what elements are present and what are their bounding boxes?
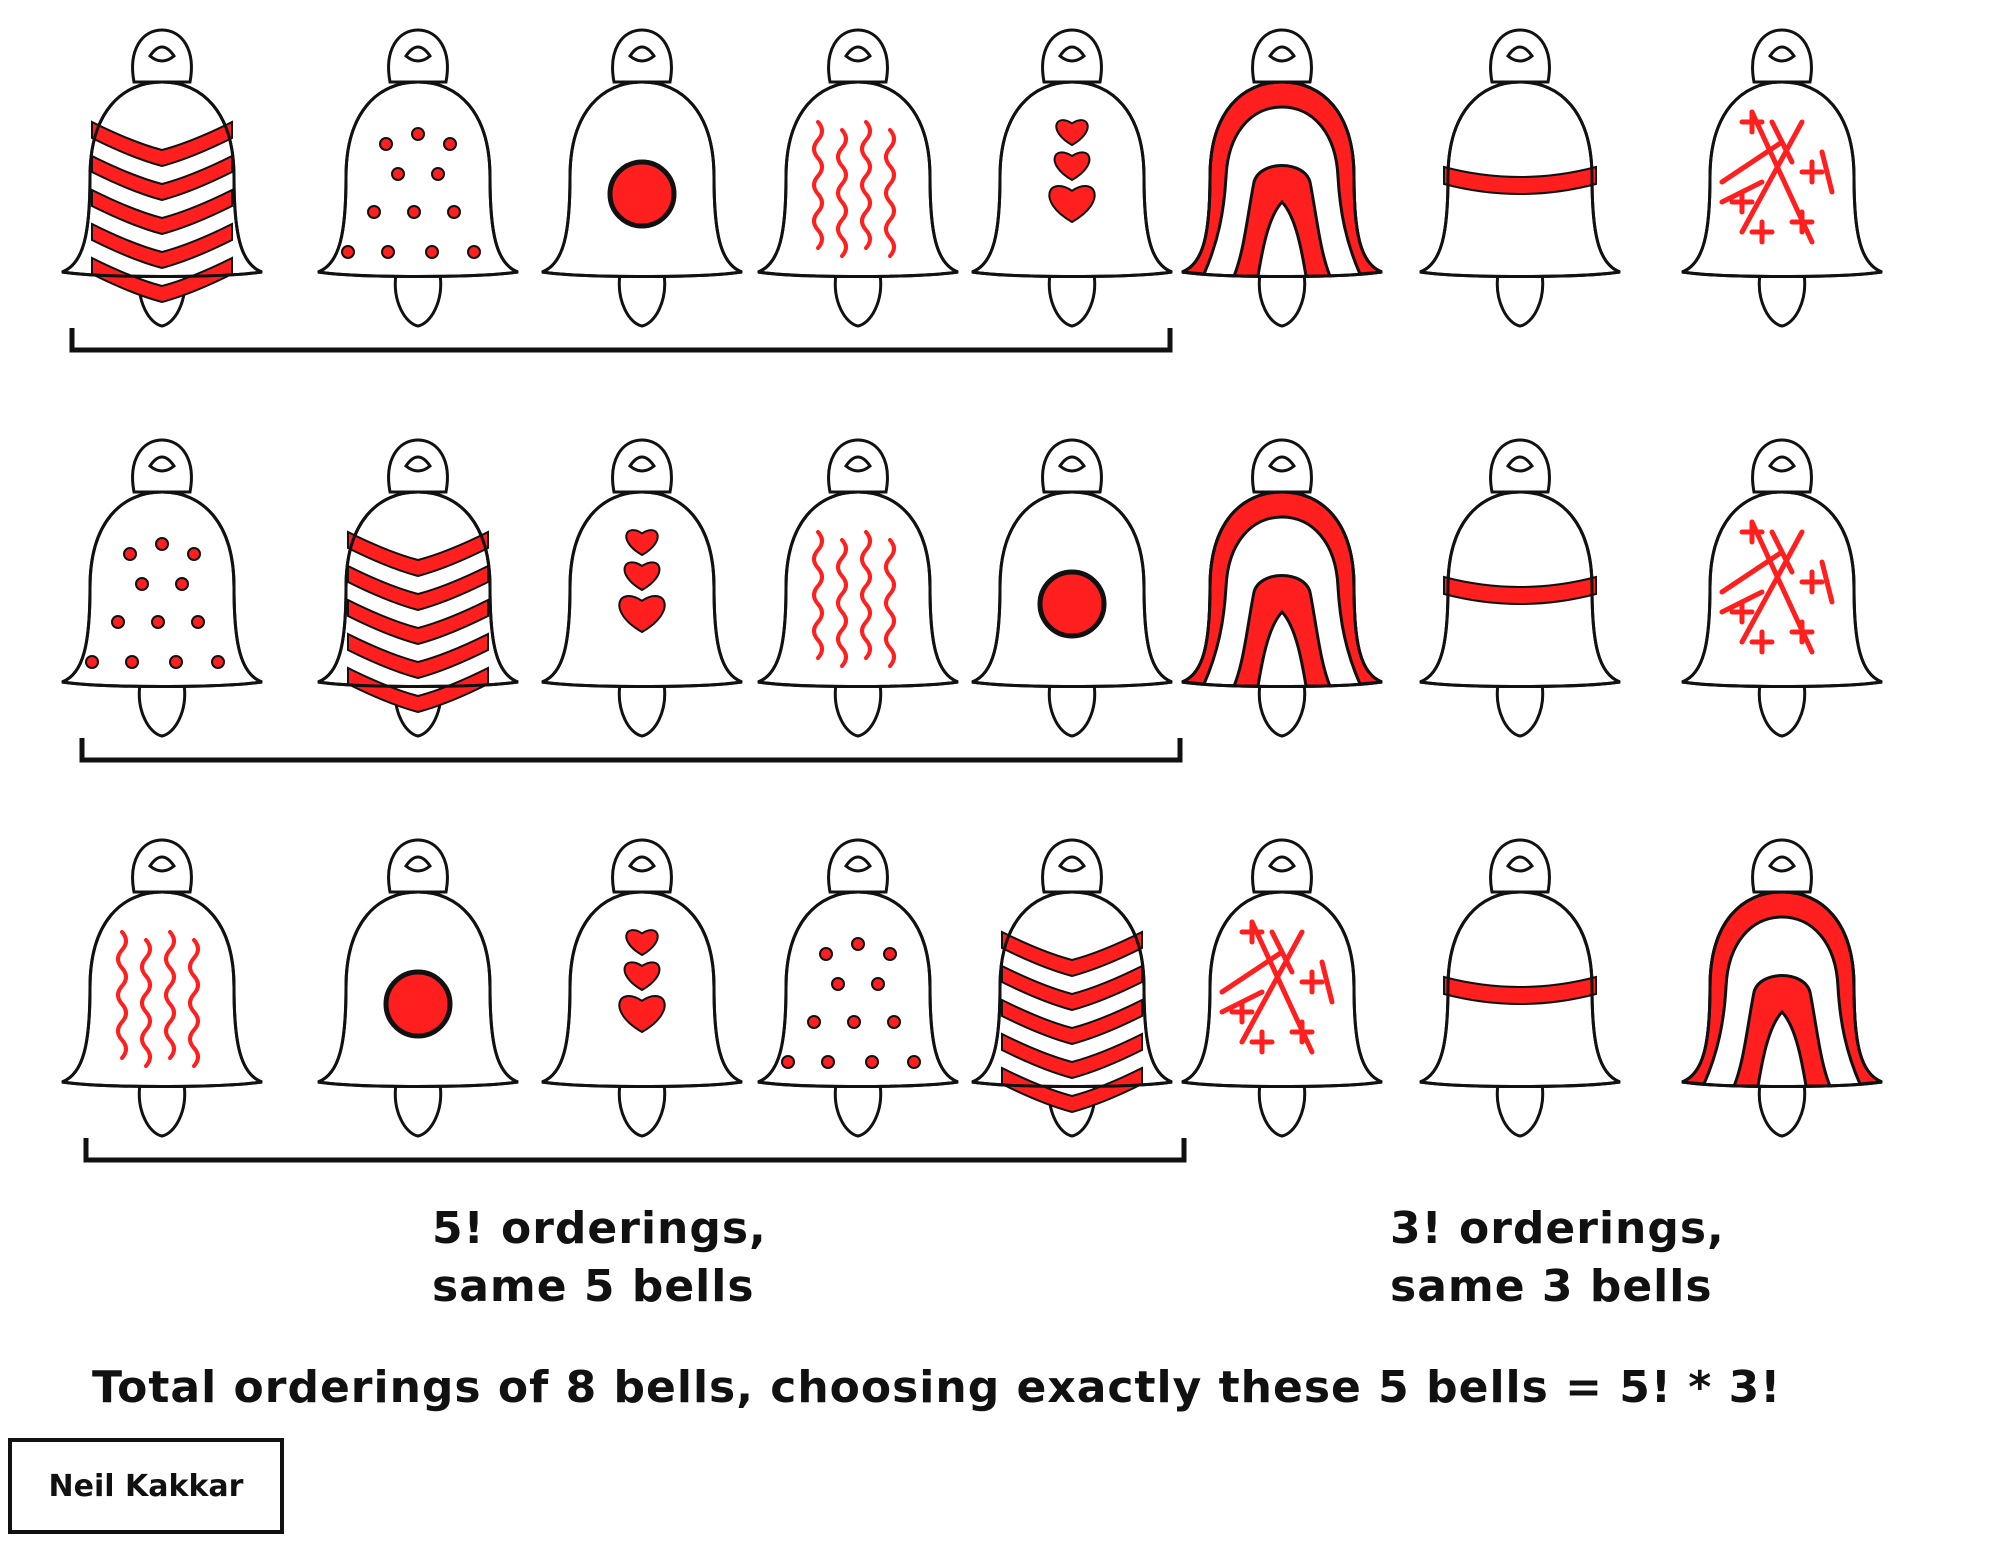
bell-chevron-icon — [317, 438, 519, 738]
author-signature-box: Neil Kakkar — [8, 1438, 284, 1534]
bell-circle-icon — [541, 28, 743, 328]
bell-band-icon — [1419, 838, 1621, 1138]
bell-arch-icon — [1181, 28, 1383, 328]
bell-cross-icon — [1681, 28, 1883, 328]
author-signature: Neil Kakkar — [48, 1468, 244, 1504]
bell-dots-icon — [61, 438, 263, 738]
bell-band-icon — [1419, 28, 1621, 328]
bell-row-2 — [61, 438, 1883, 763]
caption-five-line1: 5! orderings, — [432, 1203, 767, 1254]
bracket-row-1 — [69, 328, 1173, 353]
bell-squiggle-icon — [757, 438, 959, 738]
bell-dots-icon — [757, 838, 959, 1138]
bell-cross-icon — [1681, 438, 1883, 738]
bell-row-1 — [61, 28, 1883, 353]
caption-three-orderings: 3! orderings, same 3 bells — [1390, 1200, 1725, 1316]
bell-circle-icon — [971, 438, 1173, 738]
caption-five-orderings: 5! orderings, same 5 bells — [432, 1200, 767, 1316]
bell-chevron-icon — [61, 28, 263, 328]
total-orderings-text: Total orderings of 8 bells, choosing exa… — [92, 1362, 1782, 1413]
caption-three-line1: 3! orderings, — [1390, 1203, 1725, 1254]
bell-row-3 — [61, 838, 1883, 1163]
caption-five-line2: same 5 bells — [432, 1261, 755, 1312]
bracket-row-2 — [79, 738, 1183, 763]
bell-arch-icon — [1681, 838, 1883, 1138]
bell-hearts-icon — [971, 28, 1173, 328]
bell-hearts-icon — [541, 438, 743, 738]
bell-circle-icon — [317, 838, 519, 1138]
bell-squiggle-icon — [61, 838, 263, 1138]
bell-arch-icon — [1181, 438, 1383, 738]
bell-squiggle-icon — [757, 28, 959, 328]
bell-dots-icon — [317, 28, 519, 328]
caption-three-line2: same 3 bells — [1390, 1261, 1713, 1312]
bell-hearts-icon — [541, 838, 743, 1138]
bell-chevron-icon — [971, 838, 1173, 1138]
bell-band-icon — [1419, 438, 1621, 738]
bell-cross-icon — [1181, 838, 1383, 1138]
bracket-row-3 — [83, 1138, 1187, 1163]
